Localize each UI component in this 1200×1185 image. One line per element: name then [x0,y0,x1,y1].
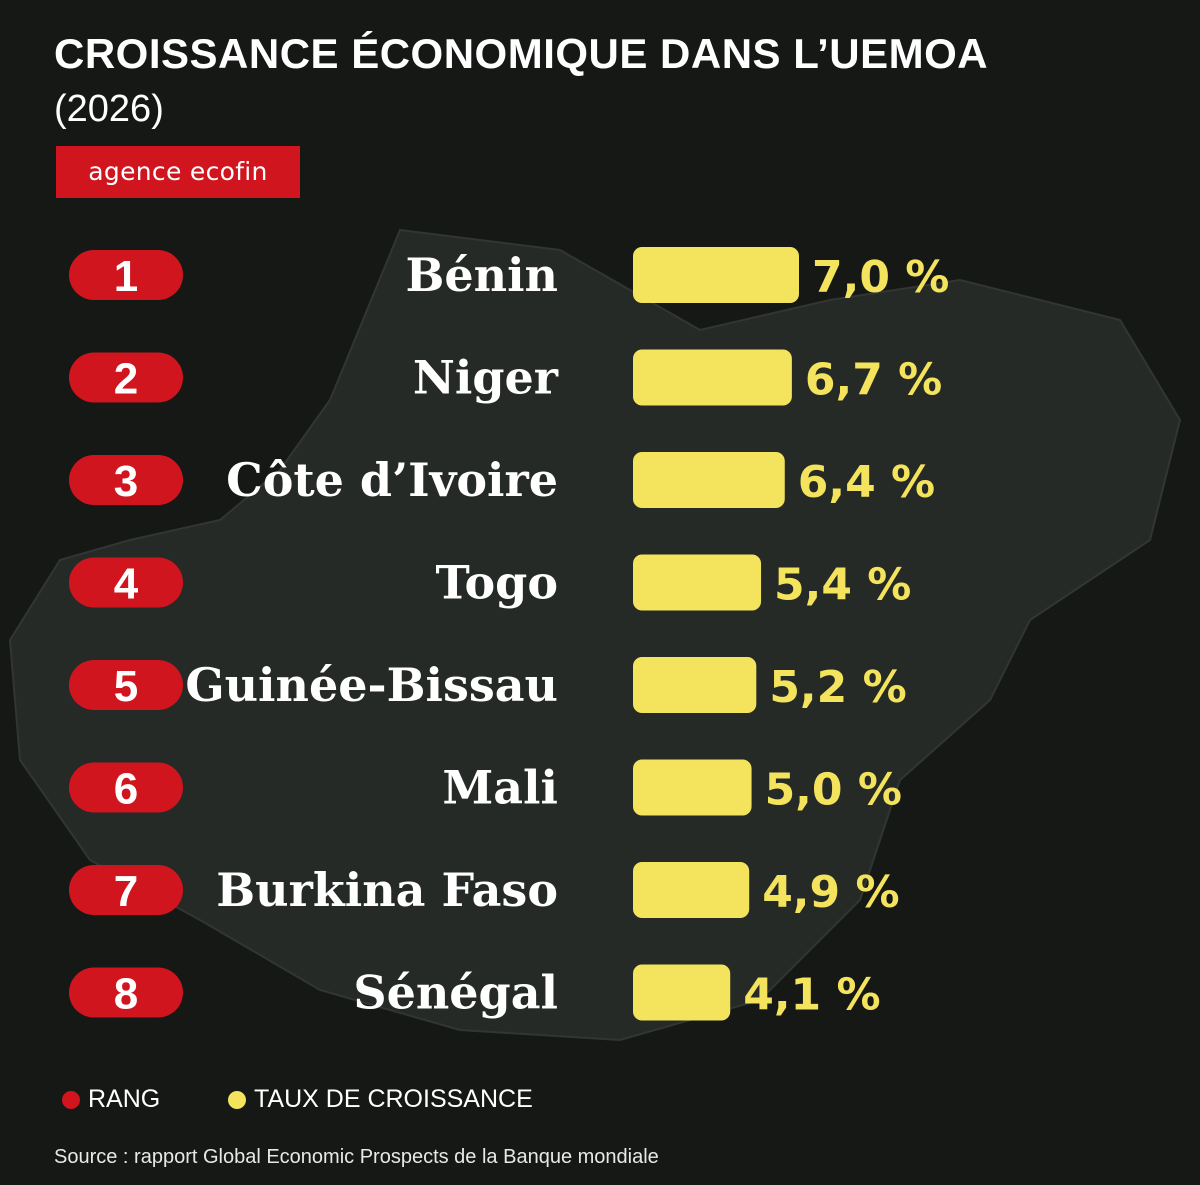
country-label: Burkina Faso [216,863,558,917]
growth-bar [633,247,799,303]
page-title: CROISSANCE ÉCONOMIQUE DANS L’UEMOA [54,30,989,77]
legend-rate-label: TAUX DE CROISSANCE [254,1085,533,1113]
growth-bar [633,349,792,406]
country-label: Mali [442,761,558,815]
rank-label: 5 [114,662,138,711]
value-label: 4,1 % [743,970,880,1021]
value-label: 4,9 % [762,867,899,918]
country-label: Guinée-Bissau [185,658,558,712]
source-note: Source : rapport Global Economic Prospec… [54,1146,659,1168]
rank-label: 4 [114,560,139,609]
growth-bar [633,964,731,1021]
value-label: 6,7 % [805,355,942,406]
growth-bar [633,657,757,713]
rank-badge [69,557,183,608]
country-label: Côte d’Ivoire [226,453,558,507]
legend-rate-dot [228,1090,246,1109]
value-label: 7,0 % [812,252,949,303]
country-label: Sénégal [353,966,558,1020]
growth-bar [633,554,762,611]
growth-bar [633,452,785,508]
country-label: Niger [413,351,559,405]
rank-badge [69,762,183,813]
legend-rank-label: RANG [88,1085,161,1113]
rank-label: 1 [114,252,138,301]
value-label: 5,0 % [765,765,902,816]
rank-badge [69,250,183,300]
rank-label: 8 [114,970,138,1019]
rank-badge [69,967,183,1018]
page-subtitle: (2026) [54,88,164,130]
value-label: 5,2 % [769,662,906,713]
rank-label: 6 [114,765,138,814]
legend-rate: TAUX DE CROISSANCE [228,1085,533,1114]
rank-label: 2 [114,355,138,404]
rank-label: 3 [114,457,138,506]
rank-label: 7 [114,867,138,916]
rank-badge [69,865,183,915]
legend-rank-dot [62,1090,80,1109]
country-label: Togo [436,556,558,610]
growth-bar [633,759,752,816]
value-label: 6,4 % [798,457,935,508]
rank-badge [69,455,183,505]
rank-badge [69,660,183,710]
growth-bar [633,862,750,918]
rank-badge [69,352,183,403]
country-label: Bénin [405,248,558,302]
legend-rank: RANG [62,1085,160,1114]
value-label: 5,4 % [774,560,911,611]
brand-logo: agence ecofin [56,146,300,198]
